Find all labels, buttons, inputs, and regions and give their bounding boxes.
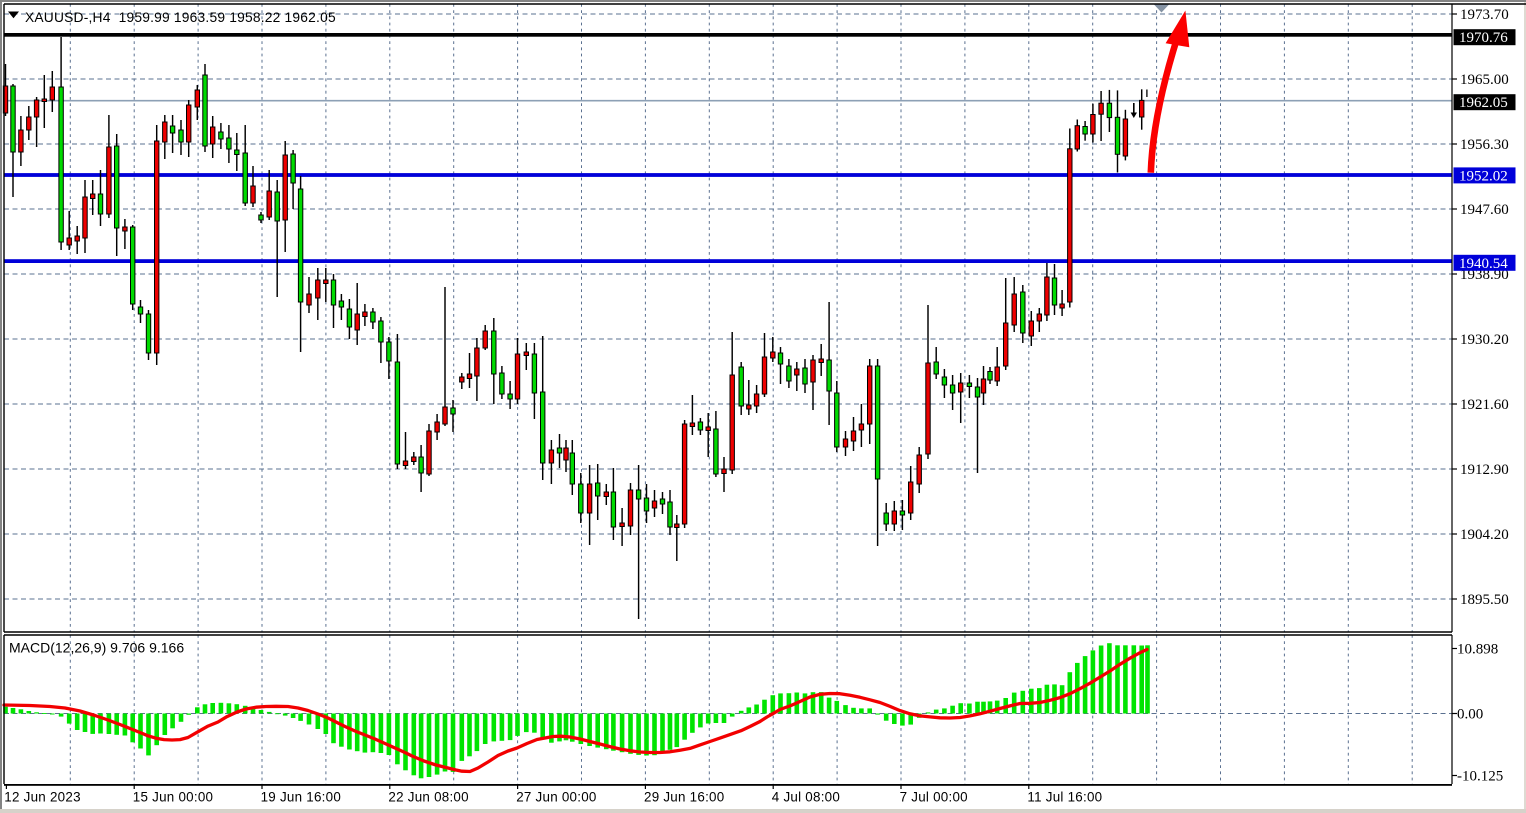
svg-text:1947.60: 1947.60 bbox=[1460, 202, 1509, 218]
svg-text:0.00: 0.00 bbox=[1457, 707, 1483, 723]
svg-text:1962.05: 1962.05 bbox=[1459, 95, 1508, 111]
svg-text:1940.54: 1940.54 bbox=[1459, 256, 1508, 272]
svg-text:15 Jun 00:00: 15 Jun 00:00 bbox=[133, 790, 213, 805]
svg-text:10.898: 10.898 bbox=[1457, 642, 1498, 658]
svg-text:4 Jul 08:00: 4 Jul 08:00 bbox=[772, 790, 840, 805]
svg-text:11 Jul 16:00: 11 Jul 16:00 bbox=[1027, 790, 1102, 805]
svg-text:1970.76: 1970.76 bbox=[1459, 30, 1508, 46]
svg-text:1938.90: 1938.90 bbox=[1460, 267, 1509, 283]
svg-text:1904.20: 1904.20 bbox=[1460, 527, 1509, 543]
svg-text:1912.90: 1912.90 bbox=[1460, 462, 1509, 478]
svg-text:12 Jun 2023: 12 Jun 2023 bbox=[4, 790, 80, 805]
svg-text:27 Jun 00:00: 27 Jun 00:00 bbox=[516, 790, 596, 805]
svg-text:1930.20: 1930.20 bbox=[1460, 332, 1509, 348]
svg-text:7 Jul 00:00: 7 Jul 00:00 bbox=[900, 790, 968, 805]
svg-text:22 Jun 08:00: 22 Jun 08:00 bbox=[388, 790, 468, 805]
svg-text:19 Jun 16:00: 19 Jun 16:00 bbox=[261, 790, 341, 805]
svg-text:1973.70: 1973.70 bbox=[1460, 7, 1509, 23]
svg-text:MACD(12,26,9) 9.706 9.166: MACD(12,26,9) 9.706 9.166 bbox=[9, 640, 184, 656]
svg-text:1952.02: 1952.02 bbox=[1459, 168, 1508, 184]
svg-text:1956.30: 1956.30 bbox=[1460, 137, 1509, 153]
svg-text:1921.60: 1921.60 bbox=[1460, 397, 1509, 413]
svg-text:29 Jun 16:00: 29 Jun 16:00 bbox=[644, 790, 724, 805]
svg-text:1965.00: 1965.00 bbox=[1460, 72, 1509, 88]
svg-text:XAUUSD-,H4 1959.99 1963.59 19: XAUUSD-,H4 1959.99 1963.59 1958.22 1962.… bbox=[25, 10, 336, 25]
svg-text:1895.50: 1895.50 bbox=[1460, 592, 1509, 608]
svg-text:-10.125: -10.125 bbox=[1457, 769, 1503, 785]
